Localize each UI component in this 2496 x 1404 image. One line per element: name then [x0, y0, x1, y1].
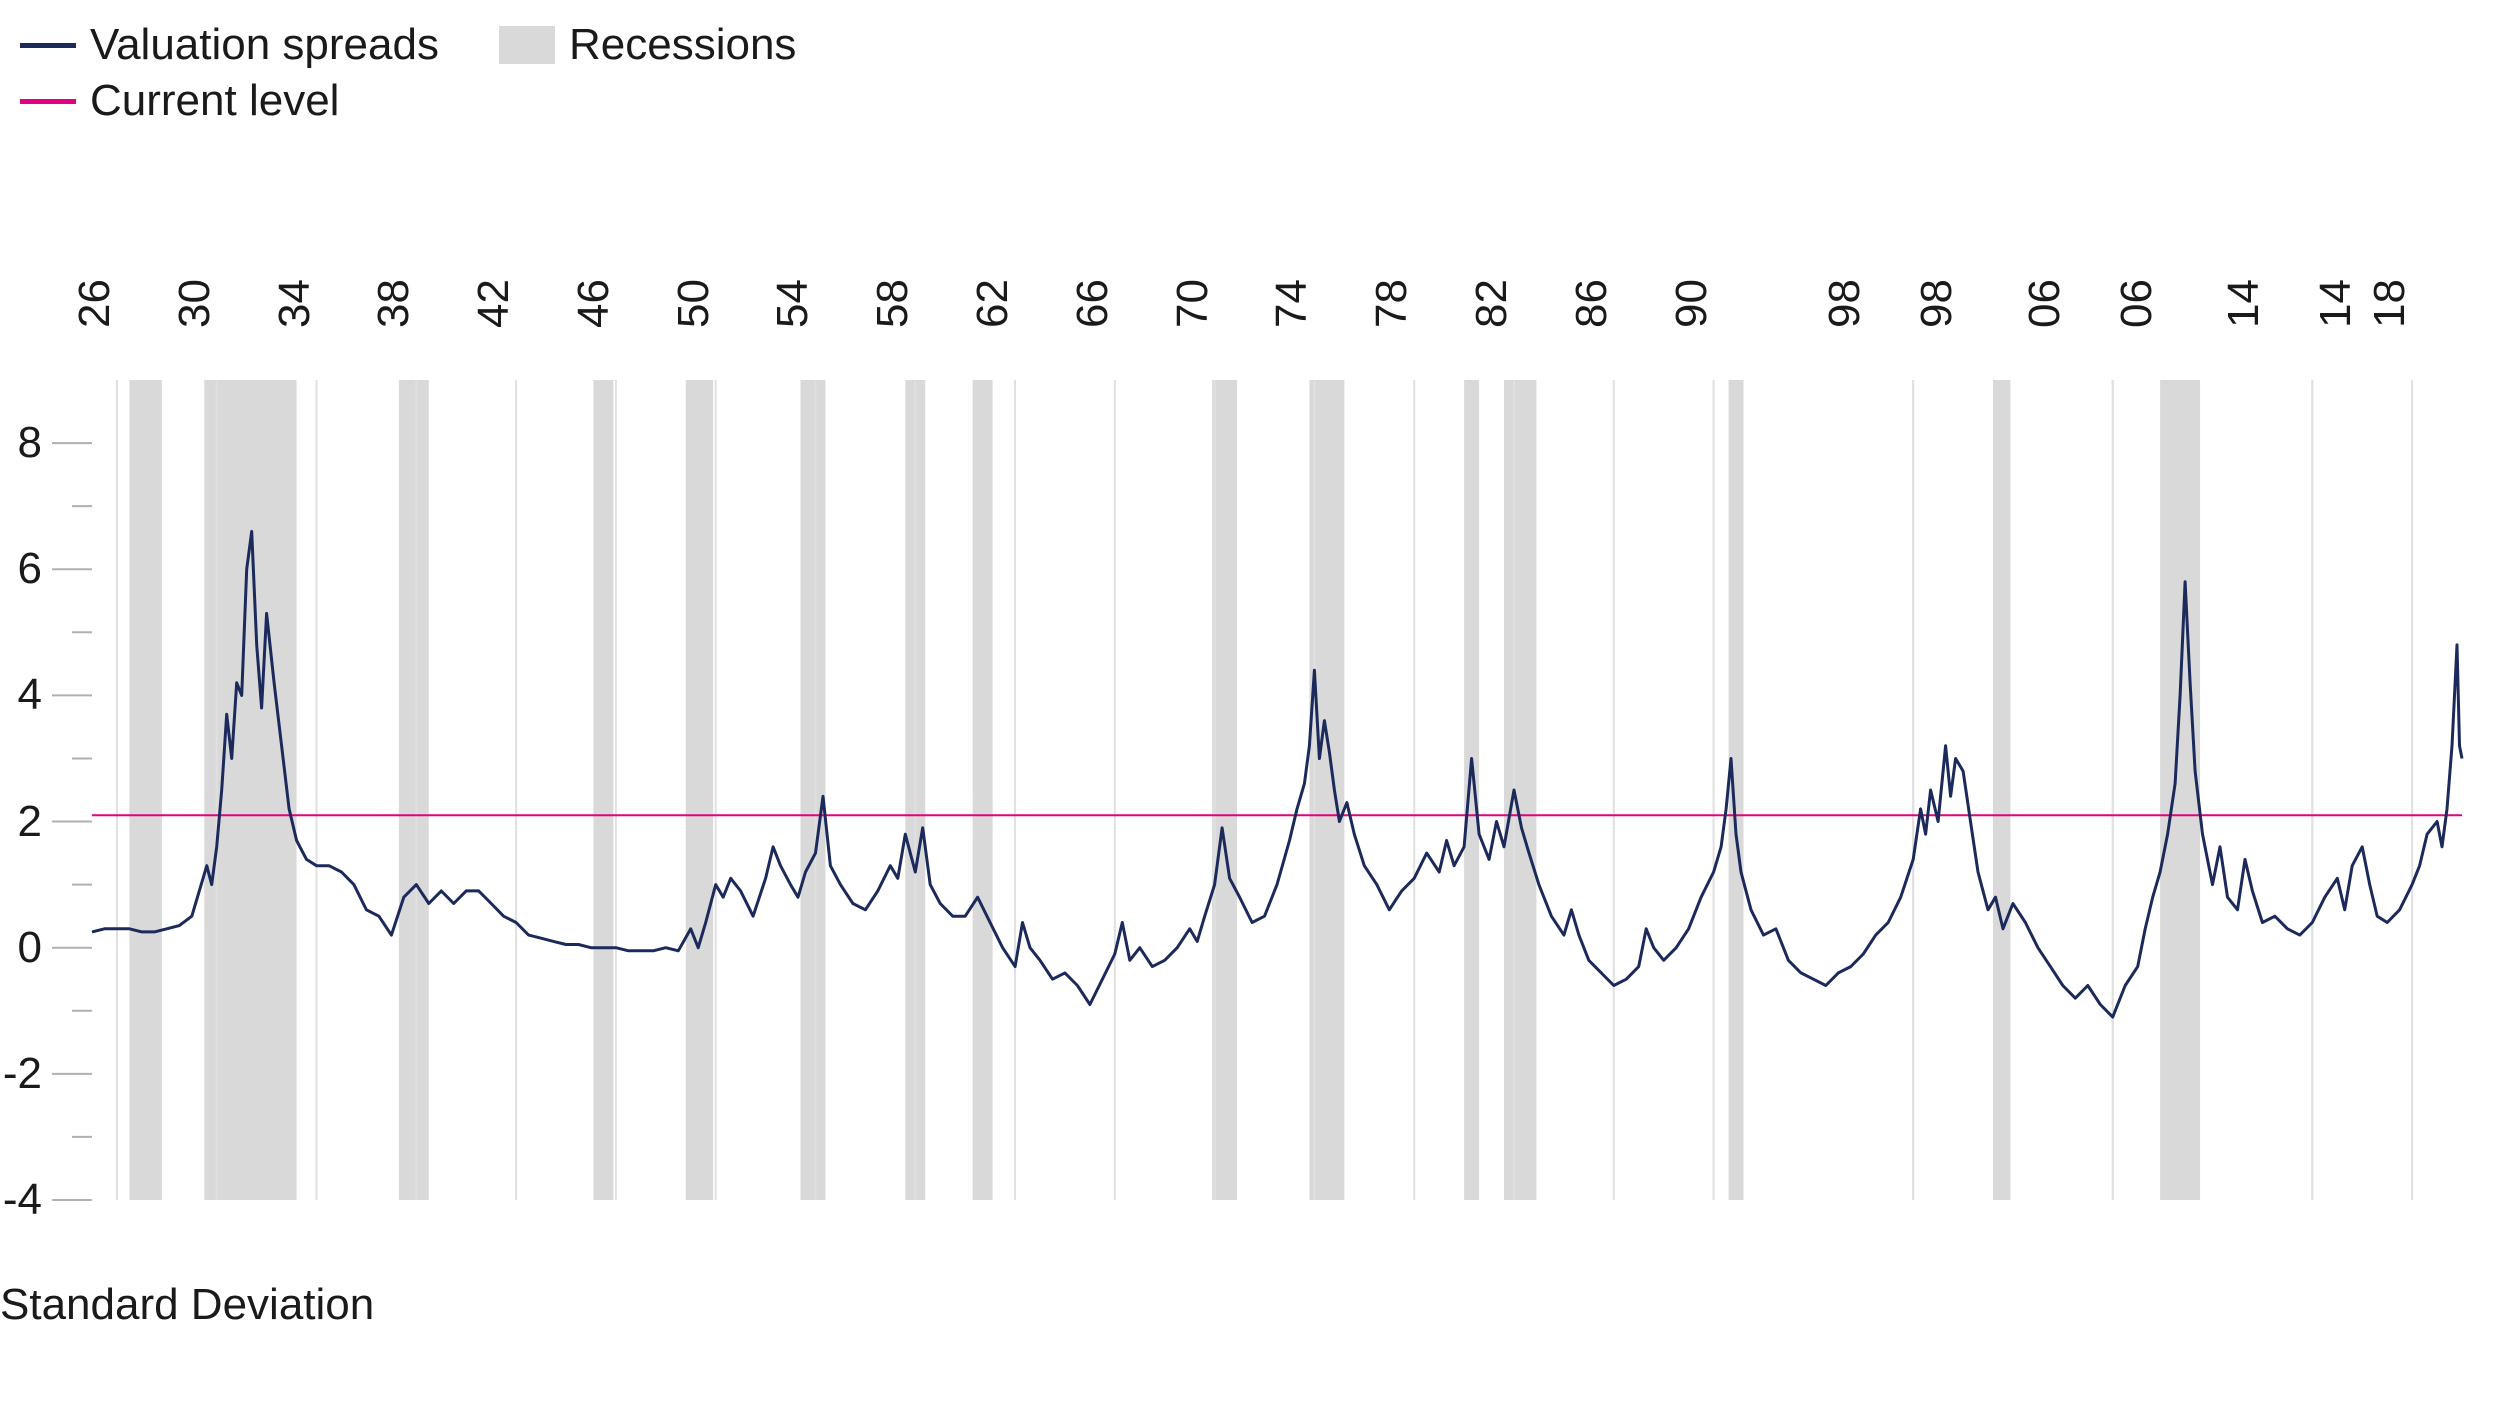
legend-label-recession: Recessions	[569, 20, 796, 70]
y-tick-label: 0	[0, 923, 42, 973]
recession-band	[1993, 380, 2010, 1200]
y-tick-label: 8	[0, 418, 42, 468]
x-tick-label: 06	[2044, 260, 2090, 350]
recession-band	[2160, 380, 2200, 1200]
x-tick-label: 66	[1092, 260, 1138, 350]
recession-band	[593, 380, 613, 1200]
y-tick-label: -2	[0, 1049, 42, 1099]
recession-band	[973, 380, 993, 1200]
x-tick-label: 34	[294, 260, 340, 350]
chart-legend: Valuation spreads Recessions Current lev…	[20, 20, 796, 132]
recession-band	[686, 380, 713, 1200]
legend-row: Valuation spreads Recessions	[20, 20, 796, 70]
axis-title: Standard Deviation	[0, 1280, 374, 1330]
x-tick-label: 38	[393, 260, 439, 350]
x-tick-label: 98	[1844, 260, 1890, 350]
x-tick-label: 78	[1391, 260, 1437, 350]
legend-label-current: Current level	[90, 76, 339, 126]
x-tick-label: 18	[2389, 260, 2435, 350]
x-tick-label: 26	[94, 260, 140, 350]
recession-band	[129, 380, 161, 1200]
y-tick-label: -4	[0, 1175, 42, 1225]
legend-row: Current level	[20, 76, 796, 126]
legend-swatch-current	[20, 99, 76, 104]
series-line	[92, 531, 2462, 1017]
x-tick-label: 90	[1691, 260, 1737, 350]
x-tick-label: 74	[1291, 260, 1337, 350]
recession-band	[801, 380, 826, 1200]
y-tick-label: 6	[0, 544, 42, 594]
y-tick-label: 4	[0, 670, 42, 720]
recession-band	[399, 380, 429, 1200]
x-tick-label: 86	[1591, 260, 1637, 350]
recession-band	[1504, 380, 1536, 1200]
legend-item-current: Current level	[20, 76, 339, 126]
recession-band	[204, 380, 296, 1200]
recession-band	[1464, 380, 1479, 1200]
x-tick-label: 50	[693, 260, 739, 350]
x-tick-label: 54	[792, 260, 838, 350]
x-tick-label: 46	[593, 260, 639, 350]
legend-item-recession: Recessions	[499, 20, 796, 70]
y-tick-label: 2	[0, 797, 42, 847]
legend-swatch-recession	[499, 26, 555, 64]
legend-item-series: Valuation spreads	[20, 20, 439, 70]
x-tick-label: 58	[892, 260, 938, 350]
x-tick-label: 62	[992, 260, 1038, 350]
x-tick-label: 30	[194, 260, 240, 350]
recession-band	[1212, 380, 1237, 1200]
x-tick-label: 42	[493, 260, 539, 350]
x-tick-label: 82	[1491, 260, 1537, 350]
chart-plot	[92, 380, 2462, 1200]
legend-label-series: Valuation spreads	[90, 20, 439, 70]
x-tick-label: 98	[1936, 260, 1982, 350]
x-tick-label: 14	[2243, 260, 2289, 350]
x-tick-label: 70	[1192, 260, 1238, 350]
legend-swatch-series	[20, 43, 76, 48]
x-tick-label: 06	[2136, 260, 2182, 350]
recession-band	[1729, 380, 1744, 1200]
